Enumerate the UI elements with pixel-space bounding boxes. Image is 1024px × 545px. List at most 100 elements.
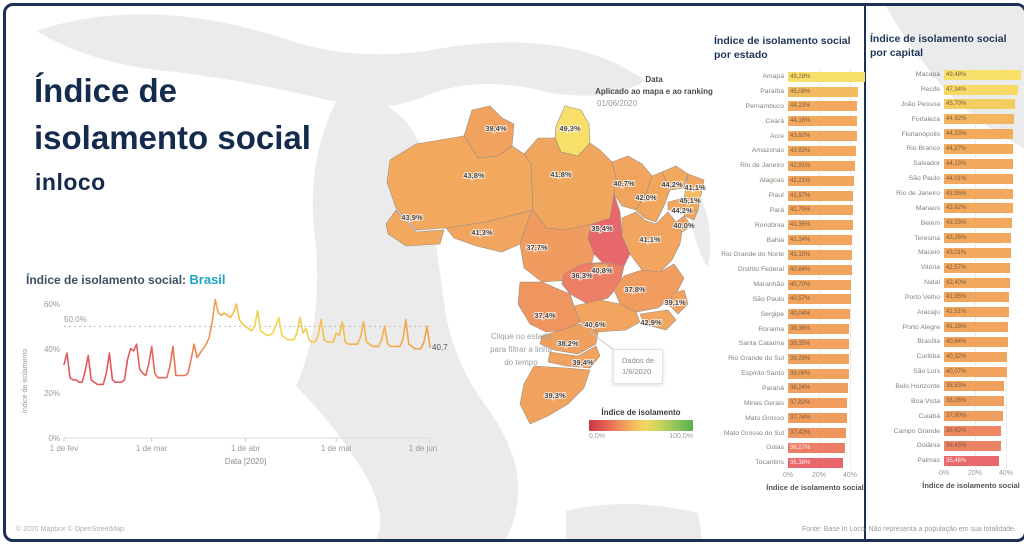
state-RJ[interactable] [639, 309, 677, 331]
bar-mark[interactable]: 42,91% [788, 160, 855, 171]
bar-mark[interactable]: 41,79% [788, 205, 854, 216]
bar-mark[interactable]: 40,70% [788, 279, 852, 290]
bar-row[interactable]: Maranhão 40,70% [714, 277, 866, 292]
bar-row[interactable]: Goiânia 36,45% [870, 438, 1022, 453]
bar-mark[interactable]: 40,84% [788, 264, 852, 275]
bar-mark[interactable]: 43,33% [944, 218, 1012, 229]
bar-mark[interactable]: 38,24% [788, 383, 848, 394]
bar-mark[interactable]: 45,08% [788, 86, 859, 97]
bar-mark[interactable]: 40,84% [944, 336, 1008, 347]
bar-mark[interactable]: 44,23% [788, 101, 857, 112]
bar-mark[interactable]: 39,38% [788, 324, 850, 335]
bar-mark[interactable]: 40,07% [944, 366, 1007, 377]
bar-row[interactable]: Rio de Janeiro 43,95% [870, 186, 1022, 201]
bar-mark[interactable]: 43,26% [944, 233, 1012, 244]
bar-row[interactable]: Mato Grosso 37,74% [714, 411, 866, 426]
bar-row[interactable]: Recife 47,34% [870, 82, 1022, 97]
bar-mark[interactable]: 36,27% [788, 442, 845, 453]
bar-mark[interactable]: 47,34% [944, 84, 1018, 95]
bar-mark[interactable]: 40,32% [944, 351, 1007, 362]
bar-row[interactable]: Manaus 43,92% [870, 201, 1022, 216]
bar-mark[interactable]: 41,10% [788, 249, 853, 260]
state-GO[interactable] [561, 261, 625, 305]
bar-mark[interactable]: 37,42% [788, 428, 847, 439]
bar-row[interactable]: Pernambuco 44,23% [714, 99, 866, 114]
bar-mark[interactable]: 41,51% [944, 307, 1009, 318]
bar-mark[interactable]: 36,45% [944, 440, 1001, 451]
bar-row[interactable]: Macapá 49,48% [870, 67, 1022, 82]
bar-row[interactable]: Mato Grosso do Sul 37,42% [714, 426, 866, 441]
bar-row[interactable]: Belo Horizonte 38,53% [870, 379, 1022, 394]
bar-row[interactable]: Paraná 38,24% [714, 381, 866, 396]
bar-mark[interactable]: 40,04% [788, 309, 851, 320]
bar-row[interactable]: Florianópolis 44,33% [870, 127, 1022, 142]
bar-mark[interactable]: 44,27% [944, 143, 1014, 154]
bar-row[interactable]: Rio Branco 44,27% [870, 142, 1022, 157]
bar-mark[interactable]: 49,48% [944, 69, 1022, 80]
state-AC[interactable] [385, 209, 445, 247]
bar-row[interactable]: Vitória 42,57% [870, 260, 1022, 275]
state-BA[interactable] [621, 211, 683, 273]
bar-row[interactable]: Fortaleza 44,92% [870, 112, 1022, 127]
bar-row[interactable]: Boa Vista 38,26% [870, 394, 1022, 409]
bar-mark[interactable]: 37,82% [788, 398, 847, 409]
bar-mark[interactable]: 43,95% [944, 188, 1013, 199]
bar-mark[interactable]: 43,92% [788, 131, 857, 142]
bar-mark[interactable]: 44,01% [944, 173, 1013, 184]
bar-row[interactable]: Salvador 44,13% [870, 156, 1022, 171]
bar-row[interactable]: Porto Velho 41,95% [870, 290, 1022, 305]
map-attribution[interactable]: © 2020 Mapbox © OpenStreetMap [16, 526, 124, 533]
state-DF[interactable] [593, 263, 609, 272]
bar-row[interactable]: Belém 43,33% [870, 216, 1022, 231]
bar-row[interactable]: João Pessoa 45,70% [870, 97, 1022, 112]
bar-mark[interactable]: 42,21% [788, 175, 854, 186]
bar-mark[interactable]: 36,62% [944, 426, 1002, 437]
bar-row[interactable]: Brasília 40,84% [870, 335, 1022, 350]
bar-row[interactable]: Rio de Janeiro 42,91% [714, 158, 866, 173]
bar-mark[interactable]: 43,01% [944, 247, 1012, 258]
bar-row[interactable]: Rio Grande do Sul 39,29% [714, 351, 866, 366]
bar-row[interactable]: Bahia 41,14% [714, 233, 866, 248]
bar-mark[interactable]: 42,57% [944, 262, 1011, 273]
bar-mark[interactable]: 37,74% [788, 413, 847, 424]
bar-row[interactable]: Porto Alegre 41,28% [870, 320, 1022, 335]
bar-row[interactable]: São Paulo 44,01% [870, 171, 1022, 186]
bar-row[interactable]: Rondônia 41,35% [714, 218, 866, 233]
bar-mark[interactable]: 35,46% [944, 455, 1000, 466]
bar-mark[interactable]: 41,14% [788, 235, 853, 246]
bar-row[interactable]: São Luís 40,07% [870, 364, 1022, 379]
bar-mark[interactable]: 41,35% [788, 220, 853, 231]
state-CE[interactable] [661, 165, 689, 191]
bar-row[interactable]: Espírito Santo 39,06% [714, 366, 866, 381]
bar-mark[interactable]: 35,38% [788, 457, 844, 468]
state-PE[interactable] [667, 197, 701, 211]
bar-row[interactable]: Curitiba 40,32% [870, 349, 1022, 364]
bar-row[interactable]: São Paulo 40,57% [714, 292, 866, 307]
bar-row[interactable]: Goiás 36,27% [714, 440, 866, 455]
timeseries-line[interactable] [63, 298, 431, 386]
bar-mark[interactable]: 39,29% [788, 353, 850, 364]
bar-row[interactable]: Alagoas 42,21% [714, 173, 866, 188]
bar-row[interactable]: Amapá 49,28% [714, 69, 866, 84]
timeseries-chart[interactable]: Índice de isolamento 50,0% 0% 20% 40% 60… [18, 286, 448, 468]
bar-mark[interactable]: 41,28% [944, 322, 1009, 333]
bar-mark[interactable]: 44,18% [788, 116, 857, 127]
bar-mark[interactable]: 39,35% [788, 338, 850, 349]
bar-row[interactable]: Amazonas 43,83% [714, 144, 866, 159]
bar-mark[interactable]: 40,57% [788, 294, 852, 305]
bar-row[interactable]: Campo Grande 36,62% [870, 424, 1022, 439]
bar-mark[interactable]: 49,28% [788, 71, 865, 82]
bar-row[interactable]: Rio Grande do Norte 41,10% [714, 247, 866, 262]
bar-row[interactable]: Distrito Federal 40,84% [714, 262, 866, 277]
bar-row[interactable]: Santa Catarina 39,35% [714, 337, 866, 352]
bar-mark[interactable]: 42,40% [944, 277, 1011, 288]
brazil-choropleth-map[interactable]: 39,4% 49,3% 43,8% 41,8% 43,9% 41,3% 37,7% 35,4%… [384, 98, 724, 458]
bar-row[interactable]: Paraíba 45,08% [714, 84, 866, 99]
bar-mark[interactable]: 41,97% [788, 190, 854, 201]
bar-mark[interactable]: 38,26% [944, 396, 1004, 407]
state-SP[interactable] [573, 299, 641, 333]
bar-mark[interactable]: 44,13% [944, 158, 1013, 169]
bar-row[interactable]: Roraima 39,38% [714, 322, 866, 337]
bar-row[interactable]: Piauí 41,97% [714, 188, 866, 203]
bar-row[interactable]: Cuiabá 37,90% [870, 409, 1022, 424]
